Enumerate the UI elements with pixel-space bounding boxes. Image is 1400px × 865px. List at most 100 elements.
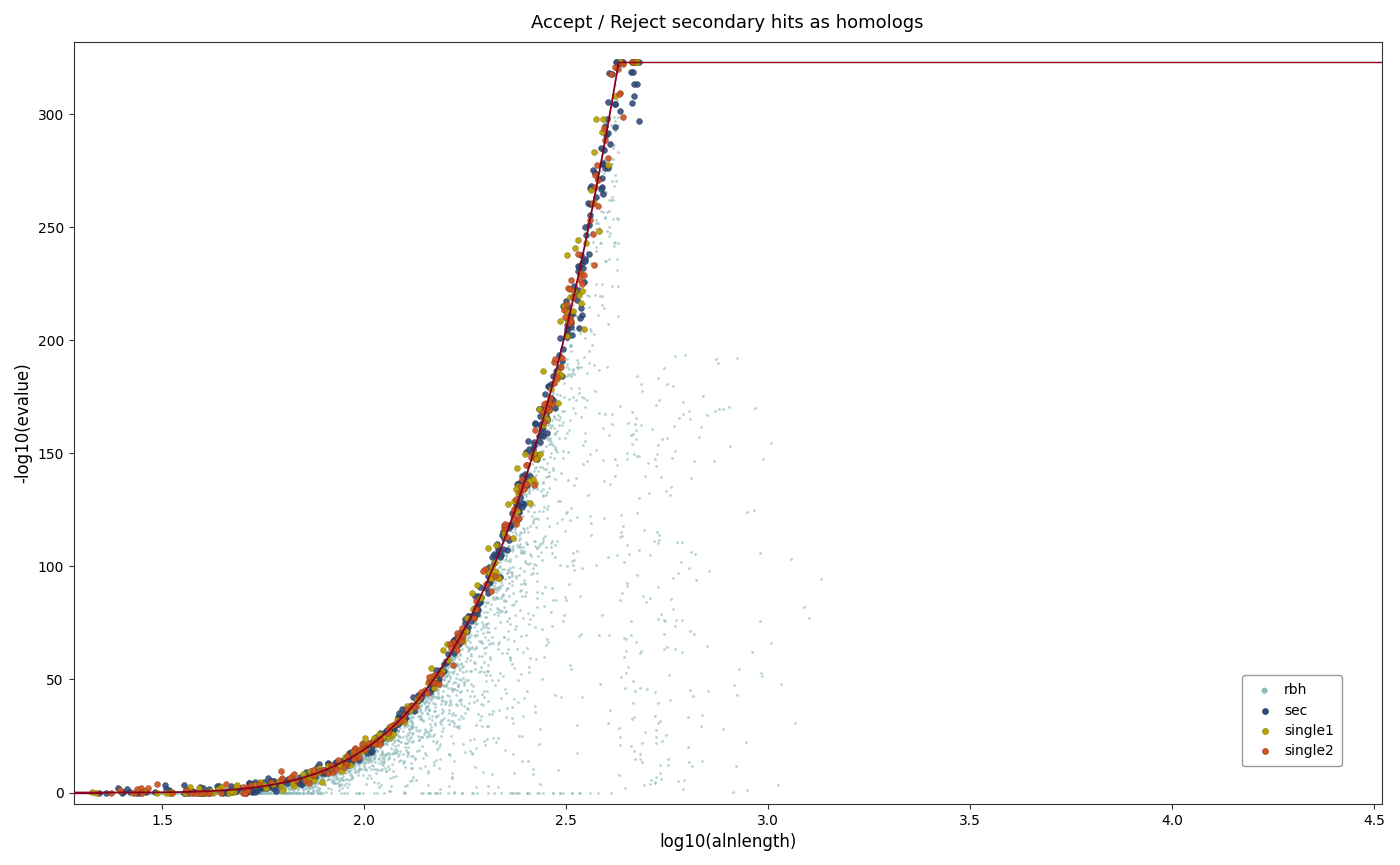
Point (368, 732, 391, 746)
Point (472, 642, 494, 656)
Point (350, 748, 372, 762)
Point (503, 519, 525, 533)
Point (298, 769, 321, 783)
Point (549, 410, 571, 424)
Point (623, 684, 645, 698)
Point (323, 760, 346, 774)
Point (347, 757, 370, 771)
Point (461, 785, 483, 799)
Point (444, 643, 466, 657)
Point (202, 785, 224, 799)
Point (510, 537, 532, 551)
Point (510, 498, 532, 512)
Point (371, 746, 393, 760)
Point (195, 785, 217, 799)
Point (616, 452, 638, 466)
Point (510, 500, 532, 514)
Point (531, 421, 553, 435)
Point (561, 401, 584, 415)
Point (491, 669, 514, 682)
Point (377, 727, 399, 740)
Point (298, 771, 321, 785)
Point (469, 660, 491, 674)
Point (609, 738, 631, 752)
Point (420, 689, 442, 703)
Point (594, 140, 616, 154)
Point (193, 785, 216, 799)
Point (370, 738, 392, 752)
Point (351, 752, 374, 766)
Point (538, 437, 560, 451)
Point (314, 765, 336, 778)
Point (358, 759, 381, 773)
Point (300, 778, 322, 792)
Point (528, 445, 550, 459)
Point (483, 579, 505, 593)
Point (293, 777, 315, 791)
Point (472, 734, 494, 748)
Point (183, 785, 206, 799)
Point (216, 784, 238, 798)
Point (377, 725, 399, 739)
Point (325, 755, 347, 769)
Point (396, 719, 419, 733)
Point (476, 616, 498, 630)
Point (374, 727, 396, 740)
Point (386, 709, 409, 723)
Point (255, 785, 277, 799)
Point (518, 617, 540, 631)
Point (437, 681, 459, 695)
Point (431, 683, 454, 697)
Point (476, 597, 498, 611)
Point (487, 543, 510, 557)
Point (263, 785, 286, 799)
Point (248, 780, 270, 794)
Point (356, 755, 378, 769)
Point (564, 471, 587, 485)
Point (493, 531, 515, 545)
Point (102, 785, 125, 799)
Point (573, 268, 595, 282)
Point (361, 746, 384, 759)
Point (718, 439, 741, 452)
Point (330, 766, 353, 779)
Point (325, 766, 347, 779)
Point (581, 235, 603, 249)
Point (528, 429, 550, 443)
Point (417, 690, 440, 704)
Point (281, 769, 304, 783)
Point (143, 785, 165, 799)
Point (421, 683, 444, 697)
Point (634, 470, 657, 484)
Point (532, 599, 554, 613)
Point (430, 782, 452, 796)
Point (456, 616, 479, 630)
Point (419, 712, 441, 726)
Point (444, 650, 466, 664)
Point (300, 781, 322, 795)
Point (498, 540, 521, 554)
Point (258, 771, 280, 785)
Point (381, 747, 403, 761)
Point (193, 785, 216, 799)
Point (211, 785, 234, 799)
Point (501, 506, 524, 520)
Point (272, 783, 294, 797)
Point (561, 785, 584, 799)
Point (319, 766, 342, 780)
Point (496, 581, 518, 595)
Point (280, 782, 302, 796)
Point (419, 685, 441, 699)
Point (251, 779, 273, 793)
Point (399, 749, 421, 763)
Point (231, 785, 253, 799)
Point (574, 426, 596, 440)
Point (433, 643, 455, 657)
Point (396, 699, 419, 713)
Point (294, 771, 316, 785)
Point (255, 780, 277, 794)
Point (510, 603, 532, 617)
Point (629, 449, 651, 463)
Point (578, 322, 601, 336)
Point (388, 715, 410, 729)
